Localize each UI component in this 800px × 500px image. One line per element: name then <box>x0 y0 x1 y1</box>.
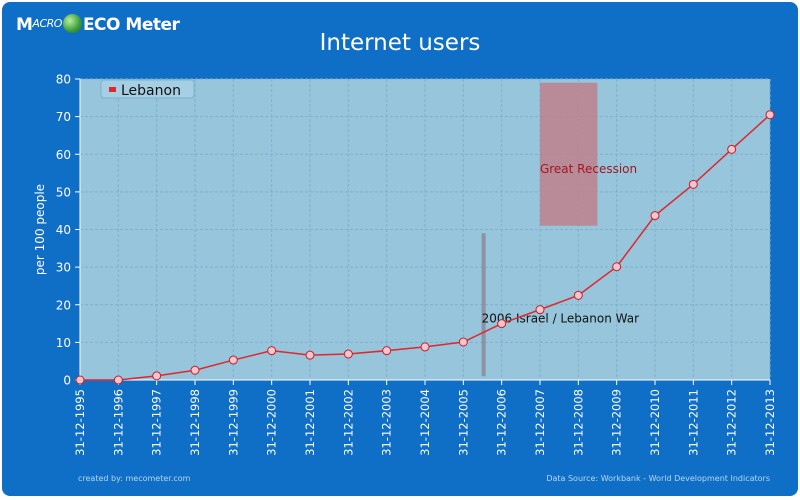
x-tick-label: 31-12-2002 <box>341 389 355 456</box>
y-tick-label: 0 <box>63 374 71 388</box>
y-tick-label: 20 <box>56 298 71 312</box>
x-tick-label: 31-12-2012 <box>725 389 739 456</box>
x-tick-label: 31-12-2003 <box>380 389 394 456</box>
data-point <box>688 179 698 189</box>
legend-swatch <box>109 87 116 92</box>
x-tick-label: 31-12-2013 <box>763 389 777 456</box>
chart-title: Internet users <box>319 30 481 56</box>
x-tick-label: 31-12-2006 <box>495 389 509 456</box>
data-point <box>305 350 315 360</box>
y-tick-label: 40 <box>56 223 71 237</box>
x-tick-label: 31-12-1997 <box>150 389 164 456</box>
recession-label: Great Recession <box>540 162 637 176</box>
y-tick-label: 60 <box>56 148 71 162</box>
recession-band <box>539 82 598 226</box>
data-point <box>343 349 353 359</box>
x-tick-label: 31-12-2005 <box>456 389 470 456</box>
data-point <box>152 371 162 381</box>
data-point <box>727 144 737 154</box>
data-point <box>75 375 85 385</box>
globe-icon <box>62 14 82 33</box>
y-tick-label: 50 <box>56 185 71 199</box>
war-label: 2006 Israel / Lebanon War <box>482 311 639 325</box>
x-tick-label: 31-12-1996 <box>111 389 125 456</box>
brand-logo[interactable]: MACRO ECO Meter <box>16 14 180 38</box>
x-tick-label: 31-12-1999 <box>226 389 240 456</box>
data-point <box>267 346 277 356</box>
y-tick-label: 70 <box>56 110 71 124</box>
x-tick-label: 31-12-2007 <box>533 389 547 456</box>
x-tick-label: 31-12-2011 <box>686 389 700 456</box>
data-point <box>113 375 123 385</box>
x-tick-label: 31-12-2009 <box>610 389 624 456</box>
brand-text-meter: Meter <box>125 15 180 35</box>
x-tick-label: 31-12-2004 <box>418 389 432 456</box>
data-point <box>382 346 392 356</box>
data-point <box>573 290 583 300</box>
y-tick-label: 30 <box>56 261 71 275</box>
data-point <box>497 319 507 329</box>
footer-source: Data Source: Workbank - World Developmen… <box>546 474 770 483</box>
footer-credit[interactable]: created by: mecometer.com <box>78 474 191 483</box>
data-point <box>228 355 238 365</box>
data-point <box>765 110 775 120</box>
x-tick-label: 31-12-1998 <box>188 389 202 456</box>
brand-text-eco: ECO <box>82 15 121 35</box>
y-axis-label: per 100 people <box>33 184 47 275</box>
legend-box <box>100 79 195 99</box>
x-tick-label: 31-12-2010 <box>648 389 662 456</box>
y-tick-label: 80 <box>56 73 71 87</box>
data-point <box>650 211 660 221</box>
data-point <box>458 337 468 347</box>
brand-text-m: M <box>16 15 33 35</box>
x-tick-label: 31-12-2001 <box>303 389 317 456</box>
y-tick-label: 10 <box>56 336 71 350</box>
data-point <box>190 365 200 375</box>
war-marker <box>481 233 486 377</box>
x-tick-label: 31-12-2000 <box>265 389 279 456</box>
x-tick-label: 31-12-1995 <box>73 389 87 456</box>
legend-label: Lebanon <box>121 83 181 99</box>
legend: Lebanon <box>100 79 195 99</box>
data-point <box>612 262 622 272</box>
brand-text-acro: ACRO <box>32 17 62 30</box>
data-point <box>535 305 545 315</box>
x-tick-label: 31-12-2008 <box>571 389 585 456</box>
data-point <box>420 342 430 352</box>
